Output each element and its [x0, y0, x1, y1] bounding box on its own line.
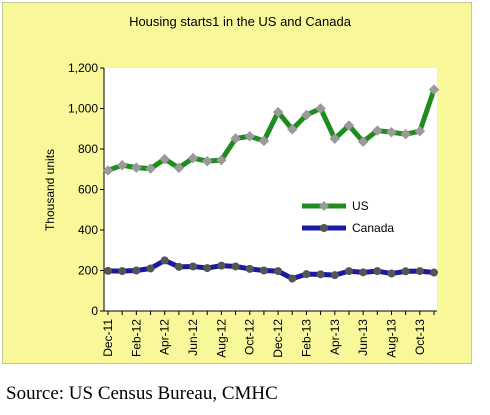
data-point-canada	[203, 264, 212, 273]
data-point-us	[216, 154, 227, 166]
data-point-us	[286, 124, 298, 135]
data-point-us	[371, 125, 383, 136]
y-axis-label: Thousand units	[43, 149, 57, 231]
data-point-us	[386, 126, 397, 138]
data-point-canada	[132, 266, 141, 275]
legend-label-us: US	[352, 199, 369, 213]
data-point-canada	[274, 267, 283, 276]
data-point-canada	[359, 268, 368, 277]
data-point-canada	[189, 262, 198, 271]
series-layer	[102, 84, 440, 283]
x-axis: Dec-11 Feb-12 Apr-12 Jun-12 Aug-12 Oct-12 Dec-…	[101, 310, 437, 358]
x-tick-label: Jun-13	[356, 319, 370, 356]
legend-marker-us	[319, 201, 329, 211]
x-tick-label: Jun-12	[186, 319, 200, 356]
x-tick-label: Feb-12	[129, 319, 143, 357]
data-point-us	[272, 106, 284, 118]
data-point-canada	[245, 264, 254, 273]
data-point-us	[428, 84, 440, 96]
x-tick-label: Oct-13	[413, 319, 427, 355]
data-point-canada	[316, 270, 325, 279]
x-tick-label: Dec-11	[101, 319, 115, 357]
legend-marker-canada	[320, 224, 328, 232]
data-point-canada	[174, 262, 183, 271]
data-point-us	[230, 133, 241, 144]
data-point-us	[244, 130, 256, 142]
chart-title: Housing starts1 in the US and Canada	[129, 14, 352, 29]
chart-panel: Housing starts1 in the US and Canada 0 20…	[1, 1, 473, 365]
legend: US Canada	[302, 199, 394, 235]
data-point-us	[343, 120, 355, 131]
x-tick-label: Feb-13	[299, 319, 313, 357]
data-point-us	[258, 135, 270, 147]
data-point-us	[400, 128, 412, 140]
data-point-canada	[387, 269, 396, 278]
data-point-us	[187, 152, 199, 164]
data-point-us	[315, 103, 326, 114]
data-point-us	[173, 162, 185, 174]
y-tick-label: 400	[78, 223, 98, 237]
source-note: Source: US Census Bureau, CMHC	[6, 383, 278, 404]
data-point-canada	[288, 274, 297, 283]
y-tick-label: 600	[78, 183, 98, 197]
data-point-canada	[104, 266, 112, 275]
data-point-canada	[415, 267, 424, 276]
data-point-canada	[259, 266, 268, 275]
data-point-canada	[344, 267, 353, 276]
x-tick-label: Aug-12	[214, 319, 228, 358]
data-point-canada	[373, 267, 382, 276]
y-tick-label: 200	[78, 264, 98, 278]
data-point-us	[414, 125, 426, 137]
data-point-canada	[160, 256, 169, 265]
y-tick-label: 1,200	[68, 61, 98, 75]
data-point-us	[201, 155, 213, 167]
y-tick-label: 800	[78, 142, 98, 156]
y-tick-label: 0	[91, 304, 98, 318]
data-point-canada	[146, 264, 155, 273]
x-tick-label: Dec-12	[271, 319, 285, 358]
housing-starts-chart: Housing starts1 in the US and Canada 0 20…	[1, 1, 473, 365]
data-point-canada	[231, 262, 240, 271]
data-point-canada	[302, 270, 311, 279]
data-point-canada	[430, 268, 438, 277]
y-tick-label: 1,000	[68, 102, 98, 116]
data-point-canada	[330, 271, 339, 280]
data-point-us	[130, 162, 142, 173]
x-tick-label: Aug-13	[384, 319, 398, 358]
data-point-us	[159, 153, 171, 165]
legend-label-canada: Canada	[352, 221, 394, 235]
y-axis: 0 200 400 600 800 1,000 1,200	[68, 61, 105, 318]
data-point-us	[102, 165, 114, 176]
x-tick-label: Apr-12	[158, 319, 172, 355]
data-point-us	[357, 136, 369, 148]
data-point-us	[116, 159, 128, 171]
data-point-canada	[217, 261, 226, 270]
x-tick-label: Oct-12	[243, 319, 257, 355]
data-point-us	[145, 163, 156, 174]
x-tick-label: Apr-13	[328, 319, 342, 355]
data-point-us	[329, 133, 341, 145]
data-point-canada	[401, 267, 410, 276]
data-point-canada	[118, 267, 127, 276]
data-point-us	[301, 109, 312, 121]
